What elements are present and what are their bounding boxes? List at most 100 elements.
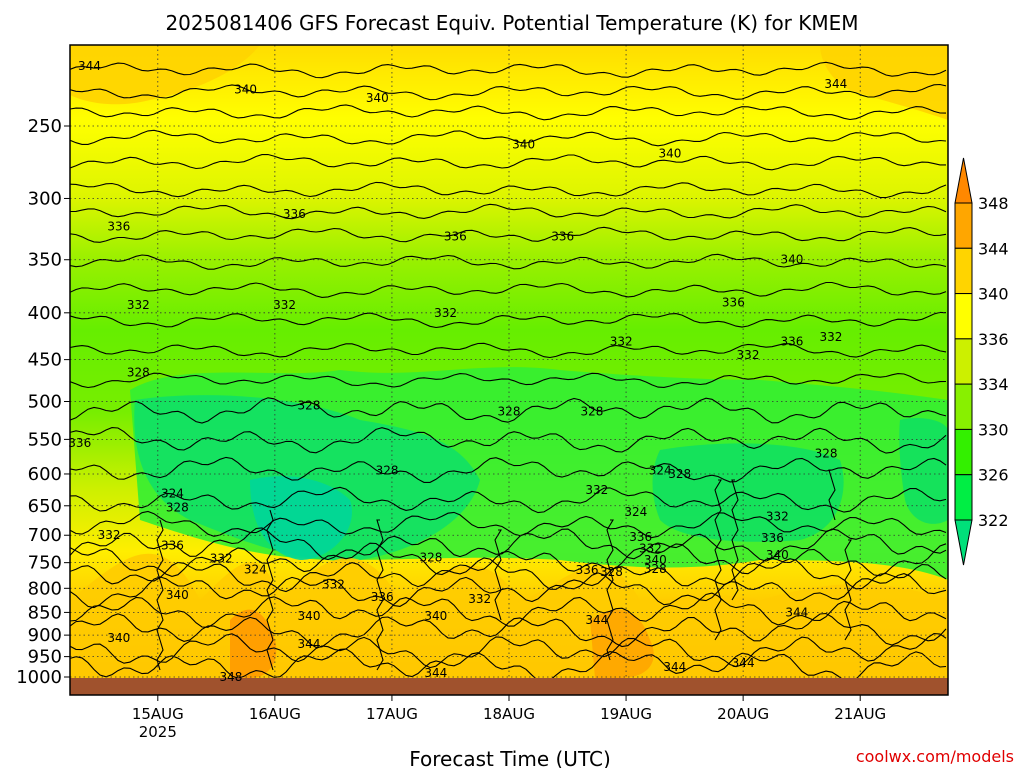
source-credit[interactable]: coolwx.com/models (856, 747, 1014, 766)
y-tick-label: 450 (28, 350, 62, 371)
contour-label: 332 (610, 335, 633, 349)
x-tick-label: 18AUG (483, 705, 535, 723)
contour-label: 336 (68, 436, 91, 450)
contour-label: 344 (785, 605, 808, 619)
colorbar-band (954, 202, 973, 249)
colorbar: 348 344 340 336 334 330 326 322 (954, 157, 1009, 566)
contour-label: 332 (434, 306, 457, 320)
contour-label: 328 (166, 501, 189, 515)
colorbar-band (954, 338, 973, 385)
colorbar-label: 336 (978, 330, 1009, 349)
contour-label: 336 (780, 335, 803, 349)
contour-label: 328 (376, 464, 399, 478)
contour-label: 332 (737, 348, 760, 362)
contour-label: 332 (468, 592, 491, 606)
x-axis-label: Forecast Time (UTC) (409, 747, 611, 768)
contour-line (70, 510, 947, 539)
x-tick-label: 19AUG (600, 705, 652, 723)
convective-spike (376, 519, 384, 671)
contour-line (70, 253, 947, 270)
x-tick-label: 17AUG (366, 705, 418, 723)
contour-line (70, 592, 947, 628)
contour-label: 336 (761, 531, 784, 545)
x-tick-label: 16AUG (249, 705, 301, 723)
convective-spike (828, 469, 836, 521)
y-tick-label: 850 (28, 602, 62, 623)
contour-label: 328 (600, 565, 623, 579)
contour-label: 324 (649, 464, 672, 478)
colorbar-label: 322 (978, 511, 1009, 530)
contour-label: 340 (366, 91, 389, 105)
contour-label: 328 (498, 405, 521, 419)
contour-line (70, 633, 947, 669)
y-tick-label: 800 (28, 578, 62, 599)
contour-label: 332 (639, 542, 662, 556)
contour-label: 332 (585, 483, 608, 497)
convective-spike (844, 539, 852, 641)
contour-line (70, 311, 947, 329)
y-tick-label: 300 (28, 188, 62, 209)
contour-label: 324 (624, 505, 647, 519)
y-tick-label: 400 (28, 303, 62, 324)
colorbar-band (954, 383, 973, 430)
contour-label: 328 (644, 562, 667, 576)
x-tick-sublabel: 2025 (139, 723, 177, 741)
contour-line (70, 527, 947, 562)
contour-line (70, 456, 947, 483)
contour-label: 340 (780, 253, 803, 267)
low-theta-e-pocket-2 (250, 476, 352, 560)
y-tick-label: 250 (28, 116, 62, 137)
contour-label: 332 (210, 551, 233, 565)
contour-line (70, 203, 947, 220)
contour-label: 340 (298, 609, 321, 623)
colorbar-label: 340 (978, 285, 1009, 304)
contour-label: 336 (161, 538, 184, 552)
colorbar-band (954, 247, 973, 295)
contour-label: 344 (78, 59, 101, 73)
y-tick-label: 350 (28, 250, 62, 271)
y-tick-label: 950 (28, 647, 62, 668)
convective-spike (494, 529, 502, 621)
contour-label: 344 (585, 613, 608, 627)
contour-line (70, 281, 947, 298)
colorbar-label: 334 (978, 375, 1009, 394)
contour-label: 324 (161, 486, 184, 500)
contour-label: 336 (371, 590, 394, 604)
contour-label: 336 (629, 530, 652, 544)
contour-label: 324 (244, 562, 267, 576)
y-tick-label: 1000 (16, 667, 62, 688)
colorbar-label: 330 (978, 420, 1009, 439)
contour-label: 344 (424, 666, 447, 680)
colorbar-label: 348 (978, 194, 1009, 213)
contour-label: 328 (298, 398, 321, 412)
colorbar-extend-max (954, 157, 973, 204)
contour-label: 328 (580, 405, 603, 419)
contour-line (70, 83, 947, 101)
contour-label: 336 (444, 229, 467, 243)
convective-spike (156, 519, 164, 671)
contour-label: 340 (424, 609, 447, 623)
contour-line (70, 427, 947, 454)
contour-line (70, 342, 947, 359)
contour-label: 336 (107, 220, 130, 234)
contour-line (70, 181, 947, 199)
contour-label: 332 (322, 577, 345, 591)
contour-label: 340 (107, 631, 130, 645)
y-tick-label: 750 (28, 553, 62, 574)
contour-line (70, 61, 947, 79)
y-tick-label: 600 (28, 464, 62, 485)
contour-label: 340 (512, 138, 535, 152)
contour-line (70, 486, 947, 514)
contour-line (70, 648, 947, 678)
upper-dry-left (70, 45, 260, 105)
contour-label: 328 (668, 467, 691, 481)
contour-label: 344 (824, 77, 847, 91)
colorbar-label: 326 (978, 466, 1009, 485)
contour-label: 344 (298, 637, 321, 651)
contour-label: 332 (98, 528, 121, 542)
colorbar-band (954, 474, 973, 521)
contour-label: 336 (722, 296, 745, 310)
low-theta-e-pocket-1 (134, 395, 480, 561)
contour-line (70, 372, 947, 389)
